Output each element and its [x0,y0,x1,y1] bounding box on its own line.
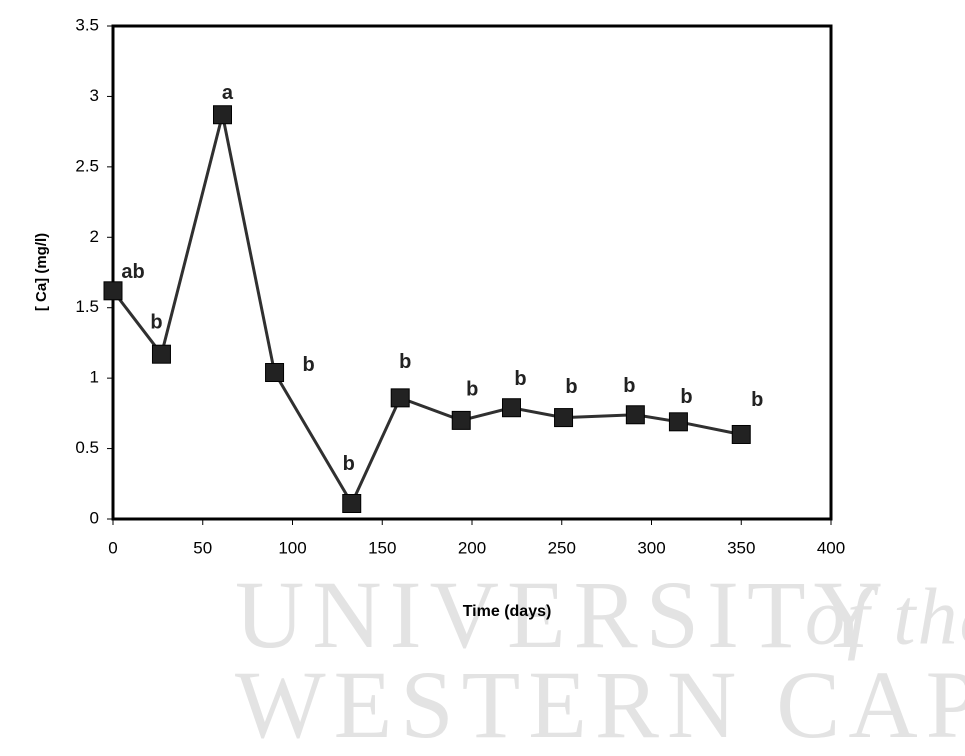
x-tick-label: 0 [108,538,117,557]
point-annotation: b [751,389,763,411]
data-point [731,424,751,444]
y-tick-label: 2.5 [75,156,99,175]
watermark: WESTERN CAPE [235,651,965,756]
x-tick-label: 200 [458,538,486,557]
point-annotation: b [680,386,692,408]
y-tick-label: 3.5 [75,15,99,34]
y-tick-label: 1 [90,368,99,387]
x-tick-label: 250 [548,538,576,557]
data-point [342,494,362,514]
data-point [390,388,410,408]
y-tick-label: 3 [90,86,99,105]
point-annotation: ab [121,261,144,283]
y-tick-label: 0 [90,508,99,527]
plot-frame [111,24,833,521]
y-tick-label: 1.5 [75,297,99,316]
y-axis-label: [ Ca] (mg/l) [33,233,50,311]
x-axis-label: Time (days) [463,603,552,620]
data-point [554,408,574,428]
x-tick-label: 100 [278,538,306,557]
data-point [451,410,471,430]
data-point [625,405,645,425]
point-annotation: b [150,311,162,333]
watermark: of the [805,573,965,661]
data-point [501,398,521,418]
point-annotation: b [302,354,314,376]
data-line [111,114,742,507]
y-tick-label: 0.5 [75,438,99,457]
x-tick-label: 300 [637,538,665,557]
y-tick-label: 2 [90,227,99,246]
point-annotation: b [466,379,478,401]
data-point [212,105,232,125]
point-annotation: b [514,368,526,390]
x-tick-label: 50 [193,538,212,557]
point-annotation: b [399,351,411,373]
x-tick-label: 400 [817,538,845,557]
data-point [151,344,171,364]
x-tick-label: 350 [727,538,755,557]
data-point [265,363,285,383]
point-annotation: b [343,453,355,475]
point-annotation: b [623,375,635,397]
watermark: UNIVERSITY [235,561,891,668]
data-point [668,412,688,432]
data-point [103,281,123,301]
x-tick-label: 150 [368,538,396,557]
point-annotation: a [222,82,234,104]
point-annotation: b [565,376,577,398]
